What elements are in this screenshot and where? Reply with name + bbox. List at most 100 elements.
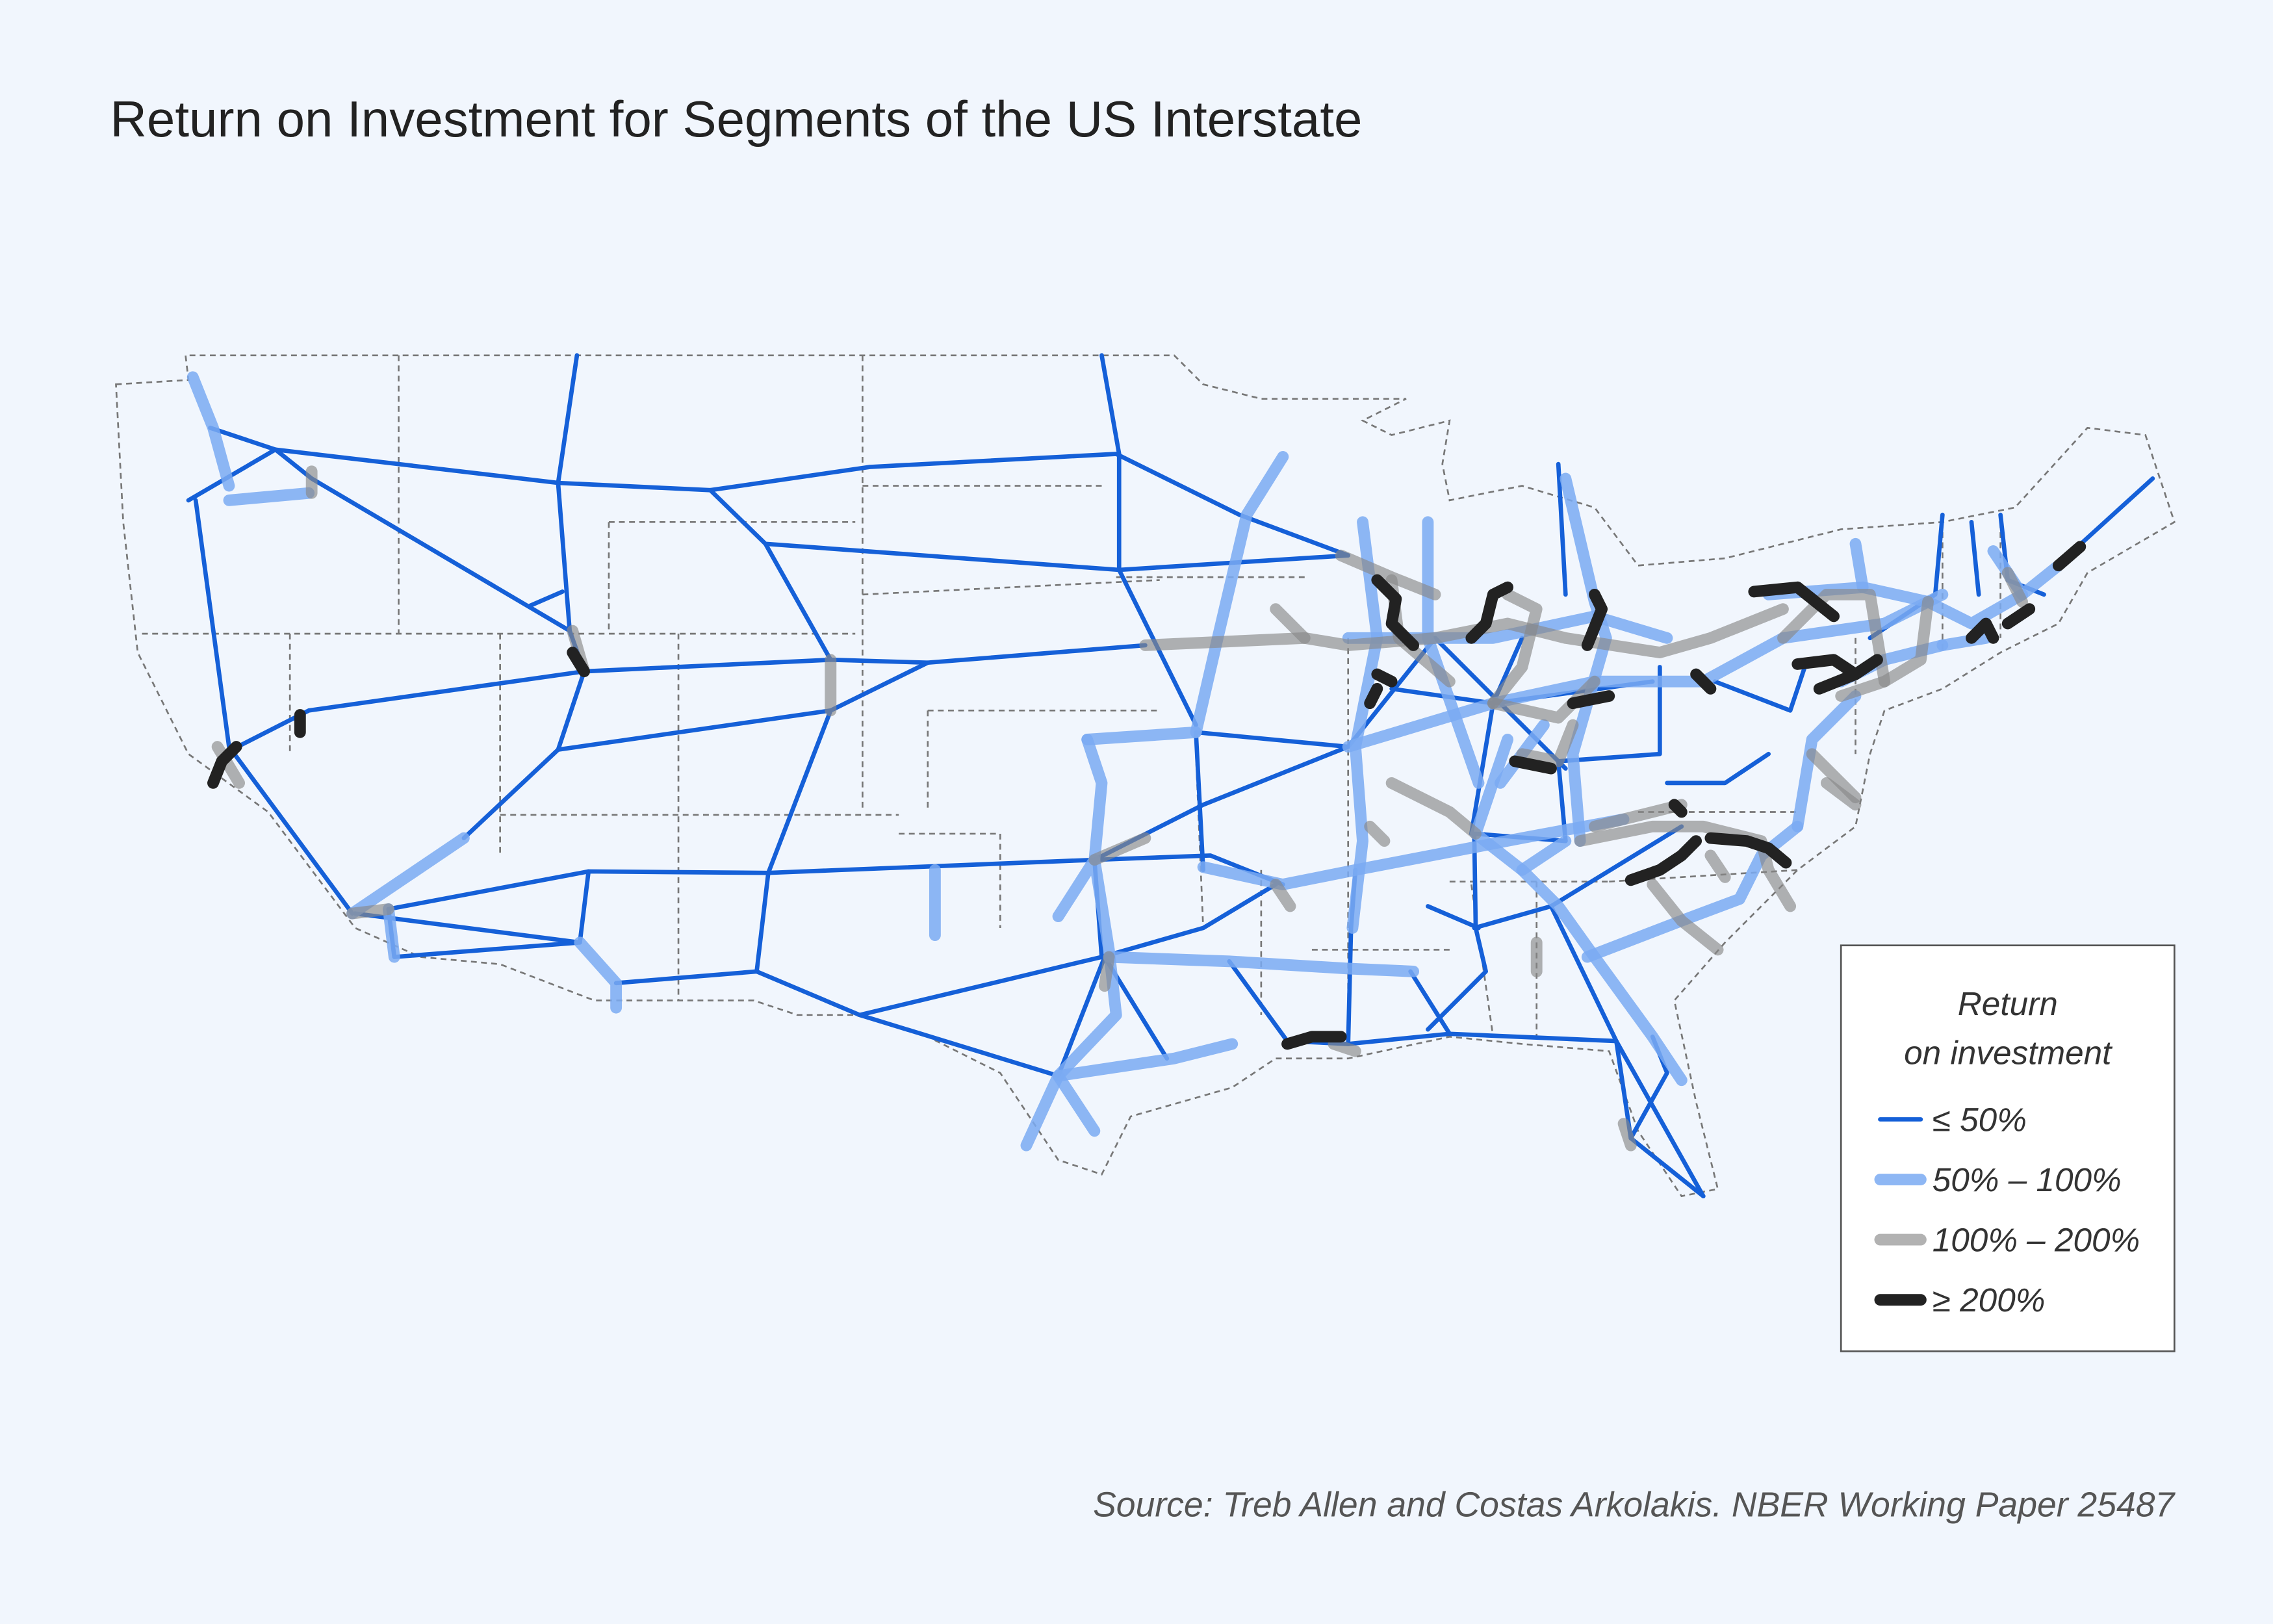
road (613, 969, 759, 986)
road (1516, 835, 1572, 876)
road (1408, 969, 1452, 1037)
road (1936, 632, 1992, 651)
road (186, 447, 1351, 558)
road (186, 371, 235, 492)
road (1371, 574, 1420, 651)
road (1081, 734, 1108, 866)
road (1556, 461, 1568, 597)
road (382, 903, 400, 963)
road (461, 669, 587, 841)
road (273, 447, 572, 633)
road (1270, 879, 1296, 912)
road (1190, 451, 1289, 738)
road (1052, 1038, 1239, 1082)
road (1849, 537, 1869, 593)
road (207, 741, 242, 789)
road (1548, 904, 1619, 1044)
road (754, 708, 833, 974)
road (1099, 353, 1122, 456)
road (1092, 744, 1351, 959)
road (1487, 588, 1543, 710)
road (1371, 668, 1398, 688)
title: Return on Investment for Segments of the… (110, 90, 1363, 148)
road (1088, 832, 1151, 866)
road (1426, 904, 1481, 931)
road (582, 643, 1148, 674)
road (1364, 682, 1383, 710)
road (1777, 588, 1891, 688)
legend-label: 100% – 200% (1933, 1221, 2140, 1258)
road (2001, 567, 2028, 608)
legend-label: ≥ 200% (1933, 1282, 2046, 1319)
road (1791, 654, 1862, 680)
road (1281, 1031, 1347, 1050)
road (1516, 719, 1579, 767)
road (1328, 1038, 1361, 1057)
legend-title: on investment (1904, 1035, 2113, 1072)
road (1116, 452, 1198, 727)
road (1791, 690, 1862, 832)
road (346, 903, 394, 920)
road (1385, 777, 1482, 840)
state-borders (115, 354, 2176, 1198)
road (1197, 813, 1630, 890)
road (1712, 665, 1807, 713)
legend-label: ≤ 50% (1933, 1101, 2027, 1138)
road (1581, 588, 1608, 651)
road (763, 541, 833, 662)
road (1813, 654, 1883, 695)
road (1820, 777, 1862, 811)
road (1487, 675, 1600, 724)
road (1422, 516, 1485, 789)
road (223, 487, 315, 506)
road (1426, 831, 1488, 1032)
road (1835, 596, 1934, 702)
legend-title: Return (1958, 985, 2058, 1022)
road (1098, 951, 1115, 992)
legend-box (1840, 944, 2176, 1352)
road (386, 853, 1285, 912)
road (556, 660, 931, 752)
source: Source: Treb Allen and Costas Arkolakis.… (1093, 1486, 2176, 1525)
road (1194, 730, 1205, 873)
road (1697, 588, 1949, 688)
road (1690, 668, 1717, 695)
road (1647, 879, 1724, 956)
road (1617, 1118, 1637, 1152)
road (567, 647, 590, 678)
road (1589, 799, 1688, 832)
road (1364, 820, 1391, 847)
road (1806, 748, 1862, 804)
road (1624, 835, 1702, 886)
road (346, 832, 470, 920)
road (1704, 832, 1792, 869)
road (1103, 951, 1420, 977)
road (1270, 603, 1311, 644)
road (1346, 1031, 1706, 1199)
road (1665, 751, 1771, 786)
road (1081, 726, 1202, 745)
road (1465, 581, 1514, 644)
road (754, 969, 1060, 1078)
road (1052, 1070, 1101, 1137)
road (2001, 603, 2036, 630)
road (208, 425, 278, 452)
road (2070, 476, 2155, 554)
road (1020, 854, 1122, 1152)
road (1748, 581, 1840, 623)
road (1922, 588, 2028, 630)
road (1704, 849, 1731, 883)
road (229, 669, 587, 752)
road (1556, 665, 1662, 844)
road (211, 741, 246, 789)
road (526, 589, 565, 609)
road (857, 882, 1278, 1018)
road (1567, 690, 1615, 710)
road (1139, 603, 1789, 659)
road (574, 936, 623, 1014)
road (1966, 617, 1999, 644)
road (1969, 519, 1981, 597)
road (1509, 755, 1557, 775)
road-network (186, 353, 2155, 1199)
